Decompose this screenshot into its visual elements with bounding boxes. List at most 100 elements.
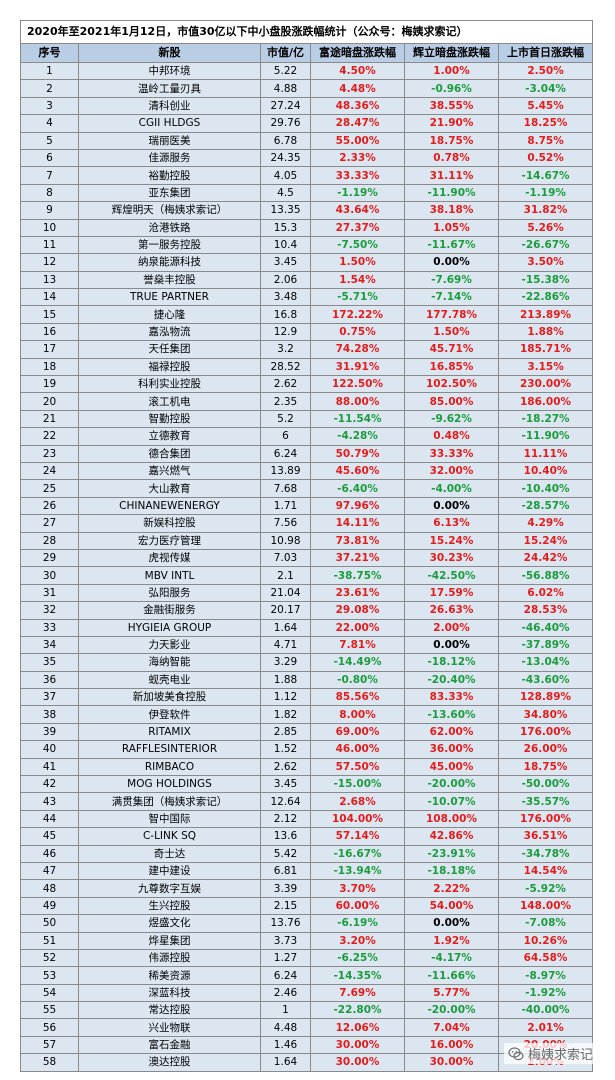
cell-phillip-change: -42.50% — [404, 566, 499, 585]
cell-phillip-change: 102.50% — [404, 375, 499, 394]
table-row: 42 MOG HOLDINGS 3.45 -15.00% -20.00% -50.00% — [20, 775, 594, 794]
table-row: 34 力天影业 4.71 7.81% 0.00% -37.89% — [20, 635, 594, 655]
cell-market-cap: 1.12 — [260, 688, 311, 707]
cell-no: 21 — [20, 409, 79, 429]
table-row: 27 新娱科控股 7.56 14.11% 6.13% 4.29% — [20, 514, 594, 533]
cell-first-day-change: -8.97% — [497, 966, 594, 985]
cell-no: 41 — [20, 757, 79, 777]
cell-market-cap: 24.35 — [260, 148, 311, 168]
cell-first-day-change: 24.42% — [497, 548, 594, 568]
cell-name: 金融街服务 — [78, 601, 261, 620]
cell-no: 56 — [20, 1018, 79, 1037]
cell-market-cap: 2.85 — [260, 722, 311, 742]
cell-market-cap: 15.3 — [260, 218, 311, 237]
cell-phillip-change: 18.75% — [404, 131, 499, 150]
cell-futu-change: 60.00% — [310, 896, 405, 916]
cell-no: 51 — [20, 931, 79, 950]
table-row: 5 瑞丽医美 6.78 55.00% 18.75% 8.75% — [20, 131, 594, 150]
header-name: 新股 — [78, 43, 261, 63]
table-row: 7 裕勤控股 4.05 33.33% 31.11% -14.67% — [20, 166, 594, 185]
table-row: 50 煜盛文化 13.76 -6.19% 0.00% -7.08% — [20, 914, 594, 933]
cell-futu-change: 23.61% — [310, 583, 405, 603]
cell-phillip-change: 177.78% — [404, 305, 499, 324]
table-row: 53 稀美资源 6.24 -14.35% -11.66% -8.97% — [20, 966, 594, 985]
cell-no: 16 — [20, 322, 79, 342]
cell-first-day-change: -7.08% — [497, 914, 594, 933]
cell-market-cap: 20.17 — [260, 601, 311, 620]
cell-futu-change: 74.28% — [310, 340, 405, 359]
cell-first-day-change: 5.45% — [497, 96, 594, 116]
cell-market-cap: 1.46 — [260, 1035, 311, 1055]
cell-market-cap: 10.98 — [260, 531, 311, 550]
cell-phillip-change: -20.00% — [404, 775, 499, 794]
cell-market-cap: 1 — [260, 1001, 311, 1020]
cell-first-day-change: 31.82% — [497, 201, 594, 220]
cell-no: 35 — [20, 653, 79, 672]
table-row: 19 科利实业控股 2.62 122.50% 102.50% 230.00% — [20, 375, 594, 394]
cell-first-day-change: -56.88% — [497, 566, 594, 585]
cell-phillip-change: 54.00% — [404, 896, 499, 916]
cell-phillip-change: 0.48% — [404, 427, 499, 446]
header-phillip: 辉立暗盘涨跌幅 — [404, 43, 499, 63]
cell-name: RITAMIX — [78, 722, 261, 742]
cell-market-cap: 13.76 — [260, 914, 311, 933]
cell-no: 45 — [20, 827, 79, 846]
cell-futu-change: -15.00% — [310, 775, 405, 794]
cell-futu-change: 97.96% — [310, 496, 405, 516]
table-row: 28 宏力医疗管理 10.98 73.81% 15.24% 15.24% — [20, 531, 594, 550]
cell-no: 46 — [20, 844, 79, 863]
cell-name: 海纳智能 — [78, 653, 261, 672]
cell-no: 43 — [20, 792, 79, 811]
cell-no: 17 — [20, 340, 79, 359]
cell-phillip-change: 5.77% — [404, 983, 499, 1003]
cell-futu-change: 0.75% — [310, 322, 405, 342]
cell-first-day-change: -15.38% — [497, 270, 594, 290]
cell-name: 裕勤控股 — [78, 166, 261, 185]
cell-name: 嘉泓物流 — [78, 322, 261, 342]
cell-first-day-change: 11.11% — [497, 444, 594, 463]
cell-market-cap: 1.27 — [260, 948, 311, 968]
cell-futu-change: 37.21% — [310, 548, 405, 568]
table-row: 9 辉煌明天（梅姨求索记） 13.35 43.64% 38.18% 31.82% — [20, 201, 594, 220]
cell-first-day-change: 230.00% — [497, 375, 594, 394]
cell-phillip-change: 7.04% — [404, 1018, 499, 1037]
cell-name: 煜盛文化 — [78, 914, 261, 933]
watermark: 梅姨求索记 — [503, 1043, 597, 1064]
table-row: 8 亚东集团 4.5 -1.19% -11.90% -1.19% — [20, 183, 594, 203]
cell-no: 50 — [20, 914, 79, 933]
cell-market-cap: 13.35 — [260, 201, 311, 220]
cell-first-day-change: -22.86% — [497, 288, 594, 307]
cell-market-cap: 1.64 — [260, 618, 311, 637]
cell-name: RAFFLESINTERIOR — [78, 740, 261, 759]
table-row: 21 智勤控股 5.2 -11.54% -9.62% -18.27% — [20, 409, 594, 429]
cell-phillip-change: 62.00% — [404, 722, 499, 742]
cell-first-day-change: -46.40% — [497, 618, 594, 637]
cell-no: 53 — [20, 966, 79, 985]
cell-market-cap: 3.73 — [260, 931, 311, 950]
cell-phillip-change: 6.13% — [404, 514, 499, 533]
table-row: 36 蚬壳电业 1.88 -0.80% -20.40% -43.60% — [20, 670, 594, 690]
cell-first-day-change: 4.29% — [497, 514, 594, 533]
cell-first-day-change: -40.00% — [497, 1001, 594, 1020]
cell-futu-change: 7.81% — [310, 635, 405, 655]
cell-phillip-change: 85.00% — [404, 392, 499, 411]
cell-name: 德合集团 — [78, 444, 261, 463]
table-row: 37 新加坡美食控股 1.12 85.56% 83.33% 128.89% — [20, 688, 594, 707]
cell-no: 5 — [20, 131, 79, 150]
table-row: 56 兴业物联 4.48 12.06% 7.04% 2.01% — [20, 1018, 594, 1037]
cell-futu-change: 4.50% — [310, 61, 405, 81]
cell-no: 23 — [20, 444, 79, 463]
cell-phillip-change: 0.78% — [404, 148, 499, 168]
cell-futu-change: 33.33% — [310, 166, 405, 185]
table-row: 24 嘉兴燃气 13.89 45.60% 32.00% 10.40% — [20, 461, 594, 481]
cell-market-cap: 2.35 — [260, 392, 311, 411]
cell-first-day-change: -43.60% — [497, 670, 594, 690]
cell-phillip-change: -18.18% — [404, 861, 499, 881]
cell-market-cap: 2.06 — [260, 270, 311, 290]
cell-phillip-change: 32.00% — [404, 461, 499, 481]
cell-name: 福禄控股 — [78, 357, 261, 377]
cell-market-cap: 2.62 — [260, 757, 311, 777]
cell-name: 新加坡美食控股 — [78, 688, 261, 707]
cell-name: 大山教育 — [78, 479, 261, 498]
cell-name: RIMBACO — [78, 757, 261, 777]
